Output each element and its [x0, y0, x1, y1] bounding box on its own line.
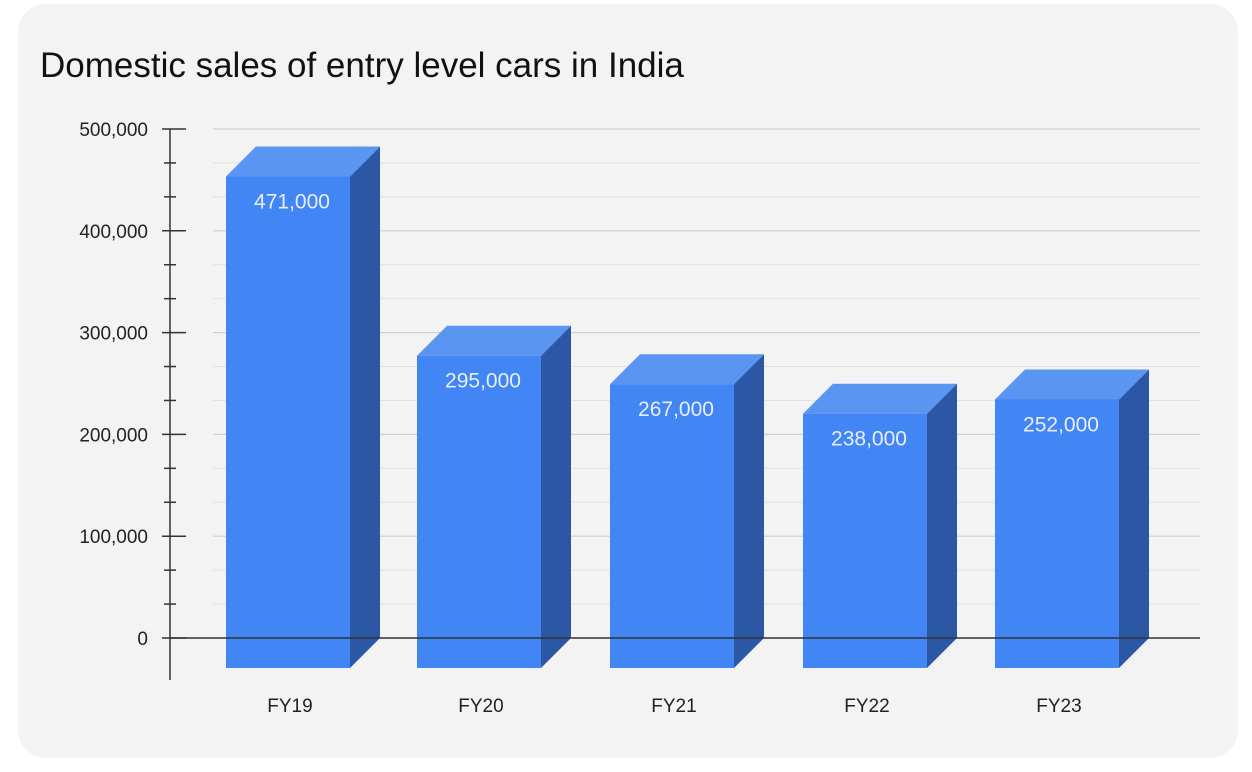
- x-tick-label-FY20: FY20: [458, 696, 503, 717]
- data-label-FY22: 238,000: [831, 428, 907, 451]
- chart-title: Domestic sales of entry level cars in In…: [40, 46, 684, 85]
- y-tick-label: 400,000: [79, 222, 148, 243]
- x-tick-label-FY23: FY23: [1036, 696, 1081, 717]
- bar-side-FY19: [350, 146, 380, 669]
- y-tick-label: 100,000: [79, 527, 148, 548]
- y-tick-label: 500,000: [79, 120, 148, 141]
- x-tick-label-FY21: FY21: [651, 696, 696, 717]
- bar-top-FY20: [417, 325, 571, 356]
- bar-side-FY20: [541, 325, 571, 668]
- bar-side-FY21: [734, 354, 764, 668]
- bar-FY21: [610, 384, 734, 668]
- bar-FY22: [803, 413, 927, 668]
- y-tick-label: 200,000: [79, 425, 148, 446]
- bar-side-FY23: [1119, 369, 1149, 668]
- bar-top-FY22: [803, 383, 957, 414]
- x-tick-label-FY19: FY19: [267, 696, 312, 717]
- data-label-FY23: 252,000: [1023, 413, 1099, 436]
- bar-FY19: [226, 176, 350, 668]
- x-tick-label-FY22: FY22: [844, 696, 889, 717]
- y-tick-label: 0: [137, 629, 148, 650]
- bar-top-FY21: [610, 354, 764, 385]
- bar-top-FY23: [995, 369, 1149, 400]
- bar-side-FY22: [927, 383, 957, 668]
- data-label-FY19: 471,000: [254, 191, 330, 214]
- bar-top-FY19: [226, 146, 380, 177]
- y-tick-label: 300,000: [79, 324, 148, 345]
- data-label-FY21: 267,000: [638, 398, 714, 421]
- data-label-FY20: 295,000: [445, 370, 521, 393]
- bar-FY20: [417, 355, 541, 668]
- bar-FY23: [995, 399, 1119, 668]
